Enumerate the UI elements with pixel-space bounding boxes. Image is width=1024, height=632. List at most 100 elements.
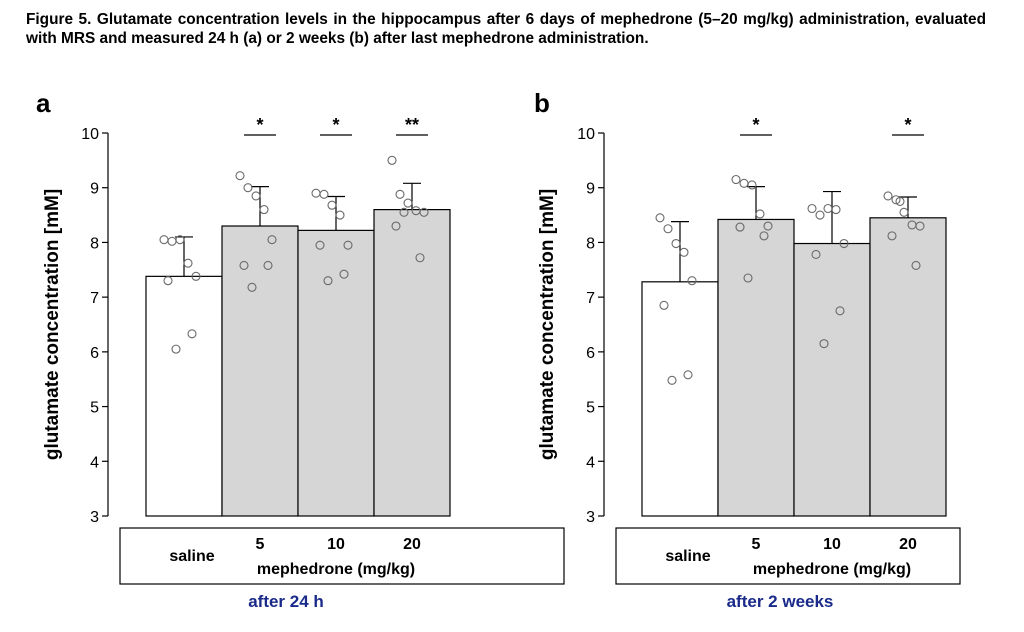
panel-b-y-tick-label: 8 (586, 235, 595, 252)
panel-a-label: a (36, 88, 51, 118)
panel-a-x-category-label: 20 (403, 536, 421, 553)
panel-a-y-tick-label: 10 (81, 126, 99, 143)
panel-a-data-point (243, 183, 253, 193)
panel-a-significance-marker: * (256, 115, 263, 135)
panel-a-bar-20 (373, 209, 451, 517)
panel-b-data-point (887, 231, 897, 241)
panel-a-bar-saline (145, 275, 223, 517)
panel-b-data-point (895, 196, 905, 206)
panel-a-data-point (251, 191, 261, 201)
panel-b-data-point (687, 276, 697, 286)
panel-b-x-category-label: 5 (752, 536, 761, 553)
panel-a-data-point (335, 210, 345, 220)
panel-a-x-label-box (119, 527, 565, 585)
panel-b-x-category-label: 10 (823, 536, 841, 553)
panel-a-y-tick-label: 9 (90, 181, 99, 198)
panel-b-y-tick-label: 7 (586, 290, 595, 307)
panel-a-data-point (239, 260, 249, 270)
panel-b-x-category-label: saline (665, 548, 710, 565)
panel-b-data-point (807, 203, 817, 214)
panel-b-significance-marker: * (752, 115, 759, 135)
panel-b-bar-saline (641, 281, 719, 517)
panel-b-y-tick-label: 3 (586, 509, 595, 526)
panel-b-data-point (823, 203, 833, 214)
panel-b-data-point (763, 221, 773, 231)
panel-b-data-point (815, 210, 825, 220)
panel-b-data-point (743, 273, 753, 283)
panel-a-data-point (415, 253, 425, 263)
panel-b-data-point (667, 375, 677, 385)
panel-b-label: b (534, 88, 550, 118)
panel-a-data-point (315, 240, 325, 250)
panel-a-condition-label: after 24 h (248, 592, 324, 611)
panel-b-data-point (819, 339, 829, 349)
panel-a-data-point (327, 200, 337, 210)
panel-a-data-point (403, 198, 413, 208)
panel-a-data-point (187, 329, 197, 339)
panel-b-data-point (891, 195, 901, 205)
panel-a-data-point (171, 344, 181, 354)
panel-a-y-tick-label: 6 (90, 345, 99, 362)
panel-b-data-point (883, 191, 893, 201)
panel-b-y-tick-label: 6 (586, 345, 595, 362)
panel-b-y-tick-label: 5 (586, 400, 595, 417)
panel-b-data-point (831, 205, 841, 215)
panel-a-data-point (391, 221, 401, 231)
panel-a-data-point (319, 189, 329, 199)
panel-a-data-point (395, 189, 405, 199)
panel-a-significance-marker: ** (405, 115, 419, 135)
panel-b-y-tick-label: 9 (586, 181, 595, 198)
panel-a-data-point (263, 260, 273, 270)
panel-a-data-point (311, 188, 321, 198)
panel-a-data-point (183, 258, 193, 268)
panel-a-significance-marker: * (332, 115, 339, 135)
panel-b-data-point (679, 247, 689, 257)
panel-b-data-point (671, 238, 681, 249)
panel-b-y-tick-label: 10 (577, 126, 595, 143)
panel-b-y-axis-label: glutamate concentration [mM] (537, 189, 558, 460)
panel-a-y-axis-label: glutamate concentration [mM] (42, 189, 63, 460)
panel-a-bar-5 (221, 225, 299, 517)
panel-a-bar-10 (297, 229, 375, 517)
panel-a-x-category-label: 5 (256, 536, 265, 553)
panel-a-data-point (159, 235, 169, 245)
panel-a-y-tick-label: 3 (90, 509, 99, 526)
panel-a-data-point (339, 269, 349, 279)
panel-b-data-point (755, 209, 765, 219)
panel-b-data-point (911, 260, 921, 270)
figure-caption: Figure 5. Glutamate concentration levels… (26, 11, 986, 47)
panel-a-data-point (419, 207, 429, 217)
panel-b-data-point (915, 221, 925, 231)
panel-a-data-point (399, 207, 409, 217)
panel-a-y-tick-label: 7 (90, 290, 99, 307)
panel-b-bar-10 (793, 242, 871, 517)
panel-b-data-point (747, 180, 757, 190)
panel-a-data-point (343, 240, 353, 250)
panel-a-data-point (175, 235, 185, 245)
panel-a-data-point (163, 276, 173, 286)
panel-b-data-point (759, 231, 769, 241)
panel-b-data-point (839, 238, 849, 249)
panel-a-y-tick-label: 8 (90, 235, 99, 252)
panel-b-data-point (731, 174, 741, 185)
panel-b-data-point (899, 207, 909, 217)
panel-b-x-label-box (615, 527, 961, 585)
panel-a-x-category-label: saline (169, 548, 214, 565)
panel-b-data-point (811, 249, 821, 260)
panel-a-data-point (259, 205, 269, 215)
panel-b-data-point (683, 370, 693, 380)
panel-b-bar-5 (717, 218, 795, 517)
panel-a-x-category-label: 10 (327, 536, 345, 553)
panel-b-condition-label: after 2 weeks (727, 592, 834, 611)
panel-a-data-point (191, 271, 201, 281)
panel-b-data-point (739, 178, 749, 188)
panel-a-y-tick-label: 5 (90, 400, 99, 417)
panel-a-data-point (247, 282, 257, 292)
panel-b-data-point (663, 224, 673, 234)
panel-a-data-point (323, 276, 333, 286)
panel-b-bar-20 (869, 217, 947, 517)
panel-a-y-tick-label: 4 (90, 454, 99, 471)
panel-b-data-point (835, 306, 845, 316)
panel-a-x-axis-label: mephedrone (mg/kg) (257, 561, 415, 578)
panel-a-data-point (235, 171, 245, 181)
